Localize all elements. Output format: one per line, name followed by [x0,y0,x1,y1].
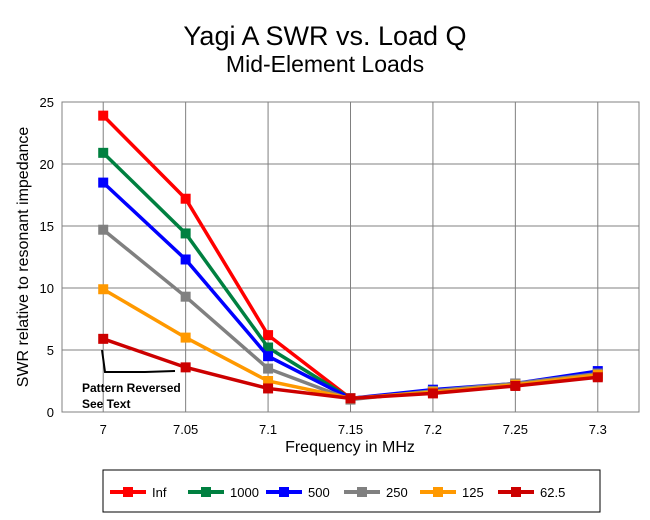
legend-label: 250 [386,485,408,500]
data-point [180,291,191,302]
data-point [180,254,191,265]
data-point [180,228,191,239]
data-point [263,351,274,362]
legend-label: Inf [152,485,167,500]
legend-swatch-marker [123,487,133,497]
data-point [345,393,356,404]
data-point [98,147,109,158]
legend-swatch-marker [433,487,443,497]
legend-swatch-marker [511,487,521,497]
y-tick-label: 20 [40,157,54,172]
y-tick-label: 0 [47,405,54,420]
y-tick-label: 5 [47,343,54,358]
x-tick-label: 7.15 [338,422,363,437]
y-tick-label: 10 [40,281,54,296]
x-axis-label: Frequency in MHz [285,439,415,456]
y-tick-label: 25 [40,95,54,110]
x-tick-label: 7.1 [259,422,277,437]
chart-subtitle: Mid-Element Loads [226,51,424,77]
y-axis-label: SWR relative to resonant impedance [15,127,32,388]
data-point [427,388,438,399]
data-point [98,110,109,121]
data-point [263,342,274,353]
data-point [98,333,109,344]
legend-swatch-marker [357,487,367,497]
data-point [98,224,109,235]
data-point [180,362,191,373]
chart-title: Yagi A SWR vs. Load Q [183,21,466,51]
x-tick-label: 7.3 [589,422,607,437]
legend-label: 500 [308,485,330,500]
legend-swatch-marker [279,487,289,497]
annotation-bracket [101,349,176,373]
legend-label: 62.5 [540,485,565,500]
data-point [98,177,109,188]
x-tick-label: 7 [100,422,107,437]
data-point [180,332,191,343]
x-tick-label: 7.25 [503,422,528,437]
annotation-line-1: Pattern Reversed [82,381,181,395]
data-point [180,193,191,204]
data-point [592,372,603,383]
annotation-line-2: See Text [82,397,130,411]
data-point [98,284,109,295]
data-point [263,330,274,341]
data-point [263,383,274,394]
x-tick-label: 7.2 [424,422,442,437]
y-tick-label: 15 [40,219,54,234]
data-point [263,376,274,386]
data-point [263,363,274,374]
data-point [510,380,521,391]
x-tick-label: 7.05 [173,422,198,437]
legend-label: 125 [462,485,484,500]
legend-label: 1000 [230,485,259,500]
legend-swatch-marker [201,487,211,497]
